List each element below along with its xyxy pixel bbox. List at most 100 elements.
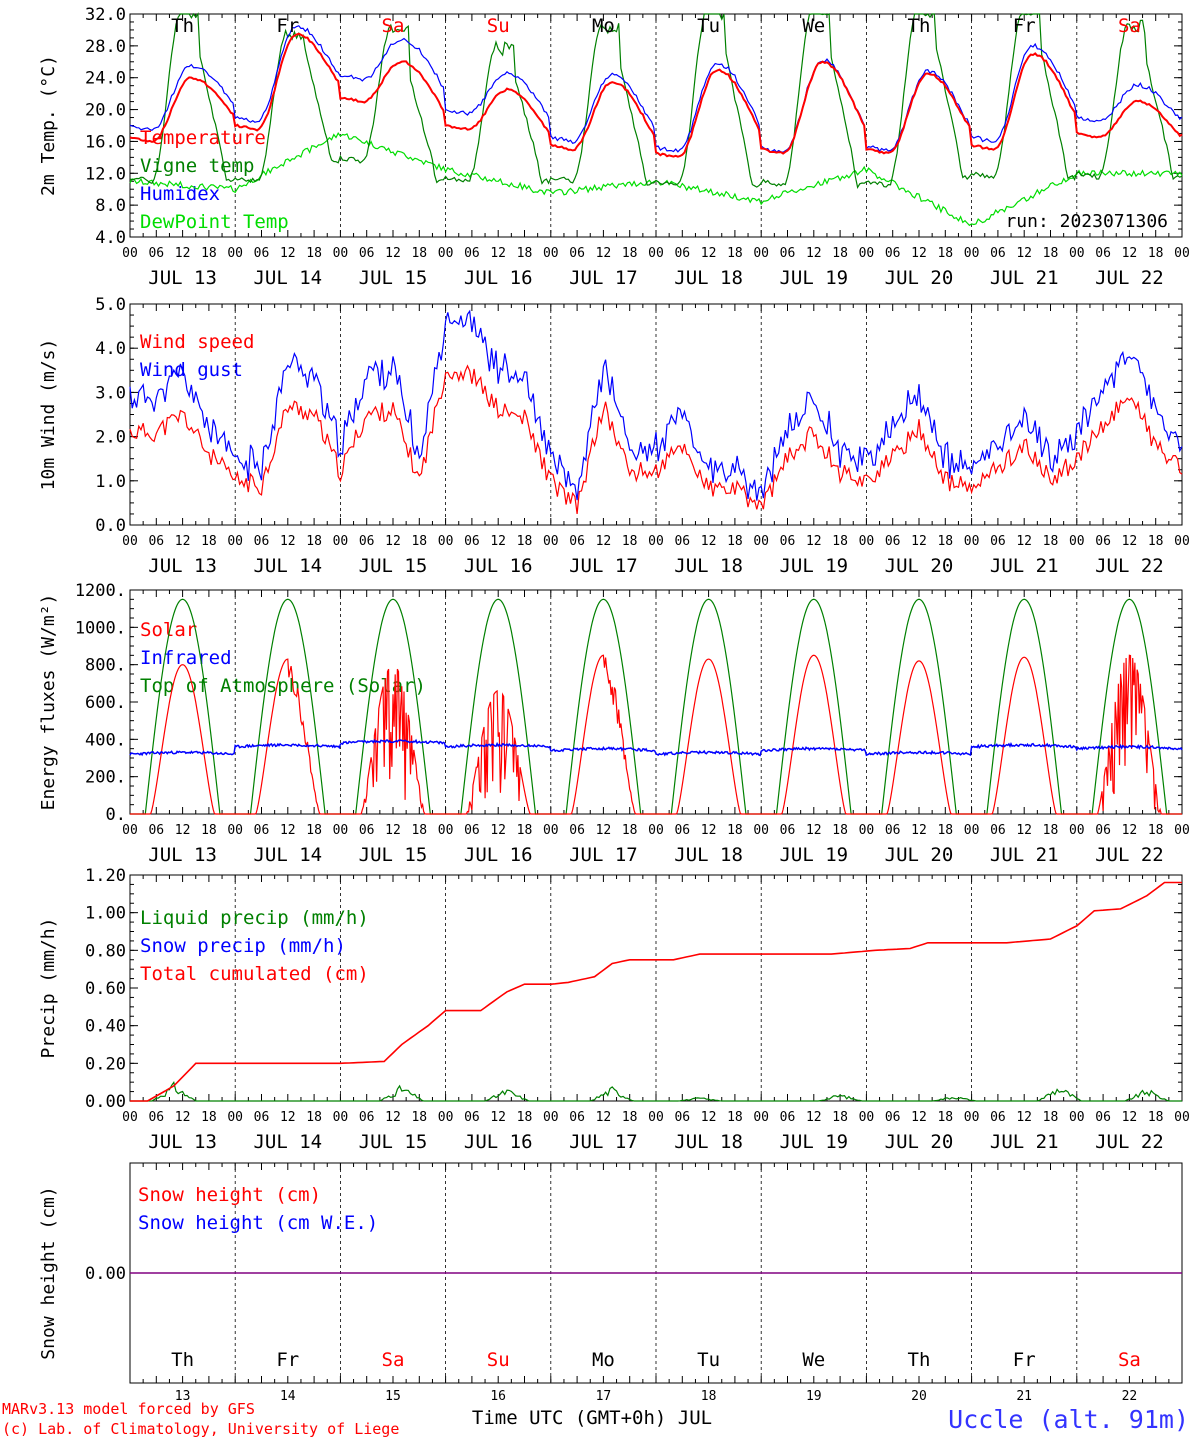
y-axis-label: 10m Wind (m/s)	[38, 339, 59, 491]
hour-tick-label: 06	[569, 246, 585, 261]
legend-cumulated: Total cumulated (cm)	[140, 963, 369, 985]
day-number-label: 14	[280, 1389, 296, 1404]
y-axis-label: Snow height (cm)	[38, 1186, 59, 1359]
hour-tick-label: 12	[596, 823, 612, 838]
legend-snow: Snow precip (mm/h)	[140, 935, 346, 957]
hour-tick-label: 18	[517, 1110, 533, 1125]
hour-tick-label: 18	[727, 823, 743, 838]
hour-tick-label: 00	[859, 534, 875, 549]
hour-tick-label: 06	[254, 534, 270, 549]
weekday-label: Tu	[697, 1349, 720, 1371]
hour-tick-label: 12	[175, 823, 191, 838]
hour-tick-label: 00	[543, 823, 559, 838]
weekday-label: Fr	[276, 15, 299, 37]
hour-tick-label: 00	[122, 246, 138, 261]
hour-tick-label: 06	[674, 823, 690, 838]
day-label: JUL 15	[359, 844, 428, 866]
y-tick-label: 1200.	[75, 581, 126, 601]
weekday-label: Sa	[1118, 15, 1141, 37]
hour-tick-label: 18	[622, 823, 638, 838]
panel-wind: 0.0 1.0 2.0 3.0 4.0 5.0 10m Wind (m/s) 00 06 12 18…	[38, 295, 1190, 577]
hour-tick-label: 00	[753, 823, 769, 838]
day-label: JUL 16	[464, 1131, 533, 1153]
hour-tick-label: 12	[490, 534, 506, 549]
day-number-label: 21	[1016, 1389, 1032, 1404]
day-label: JUL 21	[990, 555, 1059, 577]
y-tick-label: 200.	[85, 768, 126, 788]
hour-tick-label: 00	[227, 1110, 243, 1125]
hour-tick-label: 12	[385, 534, 401, 549]
day-label: JUL 19	[779, 267, 848, 289]
weekday-label: Sa	[1118, 1349, 1141, 1371]
legend-vigne: Vigne temp	[140, 155, 254, 177]
hour-tick-label: 12	[911, 246, 927, 261]
weekday-label: Mo	[592, 1349, 615, 1371]
y-tick-label: 1.0	[95, 472, 126, 492]
hour-tick-label: 00	[1174, 534, 1190, 549]
weekday-label: Fr	[1013, 1349, 1036, 1371]
hour-tick-label: 18	[937, 246, 953, 261]
hour-tick-label: 12	[175, 246, 191, 261]
y-tick-label: 4.0	[95, 339, 126, 359]
hour-tick-label: 18	[306, 534, 322, 549]
hour-tick-label: 12	[911, 1110, 927, 1125]
legend-snow_cm: Snow height (cm)	[138, 1184, 321, 1206]
hour-tick-label: 00	[964, 1110, 980, 1125]
y-tick-label: 0.00	[85, 1264, 126, 1284]
hour-tick-label: 00	[227, 534, 243, 549]
hour-tick-label: 00	[1174, 246, 1190, 261]
series-speed-line	[129, 364, 1183, 514]
hour-tick-label: 12	[1122, 246, 1138, 261]
hour-tick-label: 00	[227, 823, 243, 838]
run-label: run: 2023071306	[1005, 211, 1168, 232]
hour-tick-label: 00	[1174, 823, 1190, 838]
hour-tick-label: 06	[1095, 1110, 1111, 1125]
hour-tick-label: 00	[438, 823, 454, 838]
weekday-label: Sa	[382, 15, 405, 37]
day-label: JUL 17	[569, 844, 638, 866]
day-label: JUL 18	[674, 1131, 743, 1153]
hour-tick-label: 00	[1069, 246, 1085, 261]
hour-tick-label: 12	[701, 1110, 717, 1125]
hour-tick-label: 18	[832, 534, 848, 549]
day-label: JUL 13	[148, 555, 217, 577]
x-axis-title: Time UTC (GMT+0h) JUL	[472, 1407, 712, 1429]
hour-tick-label: 06	[359, 823, 375, 838]
hour-tick-label: 06	[464, 246, 480, 261]
hour-tick-label: 06	[359, 1110, 375, 1125]
day-label: JUL 19	[779, 1131, 848, 1153]
y-tick-label: 1.20	[85, 866, 126, 886]
series-solar-line	[130, 654, 1182, 815]
hour-tick-label: 00	[859, 823, 875, 838]
y-tick-label: 24.0	[85, 69, 126, 89]
y-tick-label: 16.0	[85, 132, 126, 152]
panel-precip: 0.00 0.20 0.40 0.60 0.80 1.00 1.20 Precip (mm/h…	[38, 866, 1190, 1153]
hour-tick-label: 18	[937, 534, 953, 549]
hour-tick-label: 06	[885, 534, 901, 549]
hour-tick-label: 06	[990, 534, 1006, 549]
hour-tick-label: 06	[464, 534, 480, 549]
y-tick-label: 0.00	[85, 1092, 126, 1112]
day-label: JUL 20	[885, 555, 954, 577]
hour-tick-label: 18	[1043, 246, 1059, 261]
hour-tick-label: 00	[648, 246, 664, 261]
day-label: JUL 18	[674, 844, 743, 866]
day-label: JUL 14	[253, 555, 322, 577]
hour-tick-label: 06	[885, 246, 901, 261]
hour-tick-label: 00	[227, 246, 243, 261]
day-number-label: 22	[1122, 1389, 1138, 1404]
hour-tick-label: 12	[1122, 534, 1138, 549]
hour-tick-label: 00	[333, 1110, 349, 1125]
hour-tick-label: 00	[122, 1110, 138, 1125]
hour-tick-label: 06	[464, 1110, 480, 1125]
hour-tick-label: 00	[859, 1110, 875, 1125]
hour-tick-label: 06	[885, 823, 901, 838]
hour-tick-label: 18	[727, 246, 743, 261]
panel-energy: 0. 200. 400. 600. 800. 1000. 1200. Energy fluxe…	[38, 581, 1190, 866]
day-label: JUL 22	[1095, 1131, 1164, 1153]
hour-tick-label: 06	[780, 246, 796, 261]
hour-tick-label: 00	[1069, 823, 1085, 838]
hour-tick-label: 06	[885, 1110, 901, 1125]
day-label: JUL 21	[990, 267, 1059, 289]
